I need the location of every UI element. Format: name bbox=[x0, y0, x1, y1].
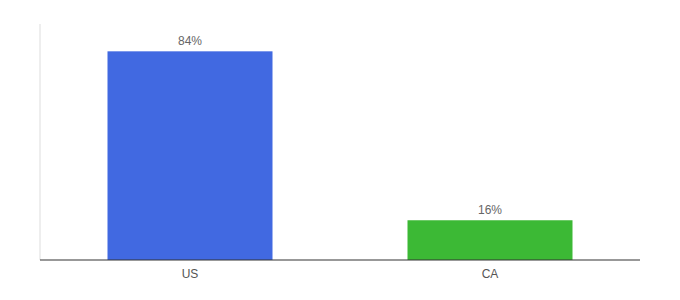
bar bbox=[408, 220, 573, 260]
chart: US CA 84% 16% bbox=[0, 0, 680, 300]
bars bbox=[108, 51, 573, 260]
x-tick-label: US bbox=[182, 267, 199, 281]
data-label: 84% bbox=[178, 34, 202, 48]
x-axis-line bbox=[40, 259, 640, 260]
bar bbox=[108, 51, 273, 260]
y-axis-line bbox=[40, 24, 41, 260]
x-tick-label: CA bbox=[482, 267, 499, 281]
data-label: 16% bbox=[478, 203, 502, 217]
chart-container: US CA 84% 16% bbox=[0, 0, 680, 300]
